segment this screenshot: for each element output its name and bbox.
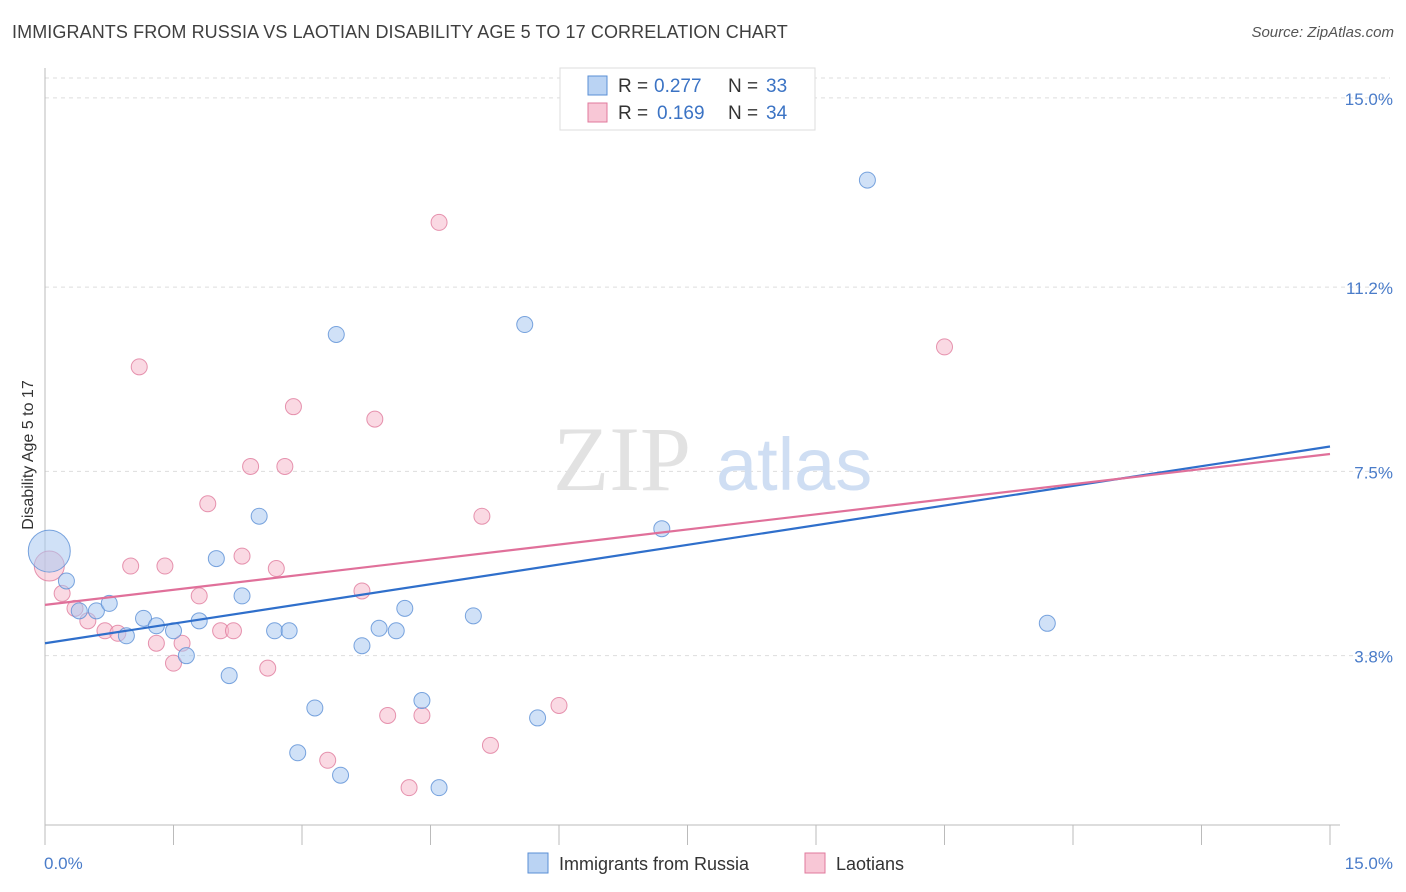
russia-point <box>233 587 251 605</box>
laotian-point <box>550 696 568 714</box>
russia-point <box>327 325 345 343</box>
y-tick-labels: 3.8% 7.5% 11.2% 15.0% <box>1345 90 1393 667</box>
legend-n-value-laotian: 34 <box>766 103 788 124</box>
laotian-point <box>233 547 251 565</box>
russia-point <box>289 744 307 762</box>
russia-point <box>135 609 153 627</box>
russia-point <box>529 709 547 727</box>
source-note: Source: ZipAtlas.com <box>1251 24 1394 41</box>
russia-point <box>250 507 268 525</box>
russia-point <box>70 602 88 620</box>
russia-point <box>353 637 371 655</box>
laotian-point <box>936 338 953 356</box>
chart-title: IMMIGRANTS FROM RUSSIA VS LAOTIAN DISABI… <box>12 22 788 42</box>
laotian-point <box>481 736 499 754</box>
russia-point <box>100 594 118 612</box>
laotian-point <box>165 654 182 672</box>
laotian-point <box>147 634 165 652</box>
legend-n-label-laotian: N = <box>728 103 758 124</box>
russia-point <box>396 599 414 617</box>
x-tick-labels: 0.0% 15.0% <box>44 854 1393 873</box>
laotian-point <box>413 706 431 724</box>
russia-point <box>280 622 298 640</box>
laotian-point <box>400 779 418 797</box>
laotian-point <box>473 507 491 525</box>
laotian-point <box>130 358 148 376</box>
laotian-point <box>276 457 294 475</box>
laotian-point <box>156 557 174 575</box>
legend-n-label-russia: N = <box>728 76 758 97</box>
laotian-point <box>379 706 397 724</box>
series-legend-swatch-russia <box>527 852 549 874</box>
russia-point <box>87 602 105 620</box>
russia-point <box>370 619 388 637</box>
x-tick-label: 15.0% <box>1345 854 1393 873</box>
russia-points <box>27 171 1056 797</box>
y-axis-label: Disability Age 5 to 17 <box>20 380 37 530</box>
x-tick-label: 0.0% <box>44 854 83 873</box>
watermark-atlas: atlas <box>716 423 872 506</box>
russia-point <box>207 550 225 568</box>
russia-point <box>1038 614 1056 632</box>
laotian-trend-line <box>44 452 1331 606</box>
legend-n-value-russia: 33 <box>766 76 787 97</box>
series-legend-swatch-laotian <box>804 852 826 874</box>
russia-point <box>413 692 431 709</box>
laotian-point <box>224 622 242 640</box>
russia-point <box>266 622 284 640</box>
laotian-point <box>366 410 384 428</box>
laotian-point <box>284 398 302 416</box>
laotian-point <box>242 457 260 475</box>
legend-r-label-russia: R = <box>618 76 648 97</box>
laotian-point <box>199 495 217 513</box>
laotian-point <box>430 213 448 231</box>
russia-point <box>387 622 405 640</box>
laotian-point <box>267 560 285 578</box>
legend-r-label-laotian: R = <box>618 103 648 124</box>
y-tick-label: 3.8% <box>1354 648 1393 667</box>
russia-point <box>57 572 75 590</box>
series-legend-label-laotian: Laotians <box>836 854 904 874</box>
russia-point <box>464 607 482 625</box>
correlation-legend: R = 0.277 N = 33 R = 0.169 N = 34 <box>559 67 816 131</box>
legend-r-value-russia: 0.277 <box>654 76 702 97</box>
russia-point <box>858 171 876 189</box>
russia-point <box>516 316 534 334</box>
legend-r-value-laotian: 0.169 <box>657 103 705 124</box>
laotian-point <box>190 587 208 605</box>
legend-swatch-laotian <box>587 102 608 123</box>
russia-point <box>430 779 448 797</box>
axes <box>44 68 1340 845</box>
y-tick-label: 7.5% <box>1354 463 1393 482</box>
y-tick-label: 15.0% <box>1345 90 1393 109</box>
watermark-zip: ZIP <box>553 408 691 510</box>
series-legend-label-russia: Immigrants from Russia <box>559 854 750 874</box>
russia-point <box>306 699 324 717</box>
trend-lines <box>44 445 1331 645</box>
grid-lines <box>45 77 1390 657</box>
legend-swatch-russia <box>587 75 608 96</box>
watermark: ZIP atlas <box>553 408 872 510</box>
laotian-point <box>319 751 337 769</box>
laotian-point <box>259 659 277 677</box>
russia-point <box>27 529 71 573</box>
russia-point <box>653 520 671 538</box>
russia-point <box>220 667 238 685</box>
russia-point <box>332 766 350 784</box>
y-tick-label: 11.2% <box>1346 279 1393 298</box>
russia-point <box>177 647 195 665</box>
series-legend: Immigrants from Russia Laotians <box>527 852 904 874</box>
laotian-point <box>122 557 140 575</box>
